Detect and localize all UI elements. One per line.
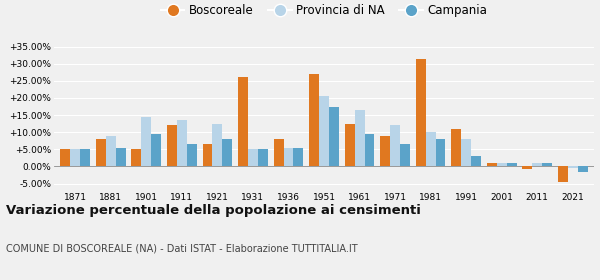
Bar — [355, 110, 365, 166]
Bar — [542, 163, 552, 166]
Bar — [506, 163, 517, 166]
Bar — [344, 124, 355, 166]
Bar — [177, 120, 187, 166]
Bar — [293, 148, 304, 166]
Bar — [497, 163, 506, 166]
Bar — [248, 149, 258, 166]
Bar — [223, 139, 232, 166]
Bar — [142, 117, 151, 166]
Bar — [365, 134, 374, 166]
Bar — [212, 124, 223, 166]
Bar — [522, 166, 532, 169]
Bar — [70, 149, 80, 166]
Bar — [390, 125, 400, 166]
Bar — [131, 149, 142, 166]
Bar — [106, 136, 116, 166]
Bar — [425, 132, 436, 166]
Bar — [471, 156, 481, 166]
Legend: Boscoreale, Provincia di NA, Campania: Boscoreale, Provincia di NA, Campania — [156, 0, 492, 22]
Bar — [532, 163, 542, 166]
Bar — [319, 96, 329, 166]
Bar — [151, 134, 161, 166]
Bar — [167, 125, 177, 166]
Bar — [568, 166, 578, 168]
Bar — [284, 148, 293, 166]
Bar — [329, 107, 339, 166]
Bar — [203, 144, 212, 166]
Bar — [400, 144, 410, 166]
Bar — [187, 144, 197, 166]
Bar — [116, 148, 126, 166]
Text: Variazione percentuale della popolazione ai censimenti: Variazione percentuale della popolazione… — [6, 204, 421, 217]
Bar — [380, 136, 390, 166]
Bar — [61, 149, 70, 166]
Bar — [578, 166, 587, 172]
Bar — [238, 78, 248, 166]
Text: COMUNE DI BOSCOREALE (NA) - Dati ISTAT - Elaborazione TUTTITALIA.IT: COMUNE DI BOSCOREALE (NA) - Dati ISTAT -… — [6, 244, 358, 254]
Bar — [416, 59, 425, 166]
Bar — [461, 139, 471, 166]
Bar — [309, 74, 319, 166]
Bar — [487, 163, 497, 166]
Bar — [451, 129, 461, 166]
Bar — [96, 139, 106, 166]
Bar — [436, 139, 445, 166]
Bar — [558, 166, 568, 182]
Bar — [258, 149, 268, 166]
Bar — [274, 139, 284, 166]
Bar — [80, 149, 90, 166]
